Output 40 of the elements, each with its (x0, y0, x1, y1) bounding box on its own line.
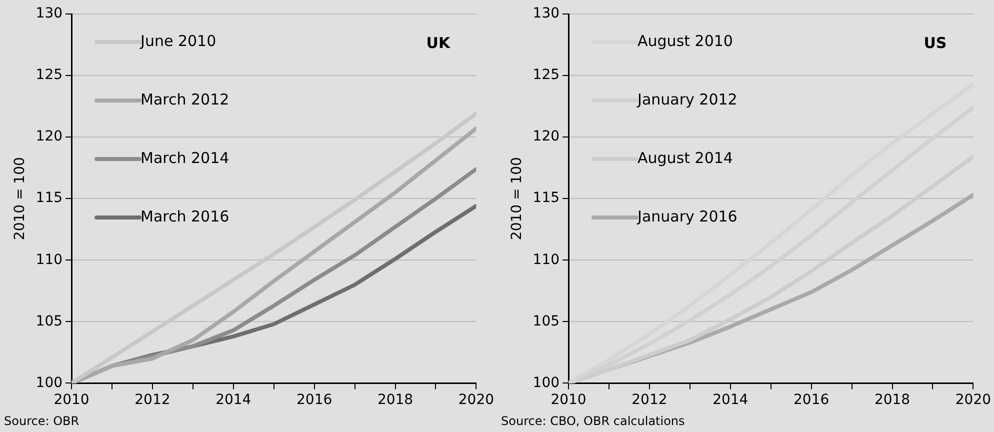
text: US (924, 34, 947, 52)
x-tick-label: 2012 (632, 392, 668, 408)
x-tick-label: 2014 (712, 392, 748, 408)
y-axis-title: 2010 = 100 (509, 157, 526, 240)
legend-label: January 2016 (636, 207, 738, 226)
y-axis-title: 2010 = 100 (12, 157, 28, 240)
y-tick-label: 100 (36, 374, 63, 391)
y-tick-label: 100 (532, 374, 560, 391)
x-tick-label: 2010 (550, 392, 586, 408)
legend-label: June 2010 (140, 32, 216, 50)
legend-label: August 2014 (638, 148, 733, 167)
y-tick-label: 105 (36, 313, 63, 330)
y-tick-label: 110 (532, 252, 560, 268)
x-tick-label: 2016 (296, 392, 332, 408)
legend-label: March 2012 (140, 90, 230, 108)
text: UK (426, 34, 452, 52)
y-tick-label: 115 (36, 190, 63, 206)
y-tick-label: 115 (532, 190, 560, 206)
legend-label: March 2014 (140, 148, 230, 167)
x-tick-label: 2012 (134, 392, 170, 408)
legend-label: August 2010 (638, 32, 733, 50)
x-tick-label: 2020 (955, 392, 992, 408)
source-note: Source: OBR (4, 414, 80, 428)
x-tick-label: 2014 (216, 392, 252, 408)
source-note: Source: CBO, OBR calculations (501, 414, 685, 428)
y-tick-label: 110 (36, 252, 63, 268)
y-tick-label: 125 (36, 67, 63, 84)
x-tick-label: 2018 (377, 392, 414, 408)
x-tick-label: 2010 (54, 392, 90, 408)
y-tick-label: 130 (532, 6, 560, 22)
x-tick-label: 2020 (458, 392, 494, 408)
y-tick-label: 125 (532, 67, 560, 84)
y-tick-label: 105 (532, 313, 560, 330)
y-tick-label: 120 (36, 128, 63, 145)
x-tick-label: 2018 (874, 392, 910, 408)
x-tick-label: 2016 (794, 392, 830, 408)
y-tick-label: 120 (532, 128, 560, 145)
legend-label: January 2012 (636, 90, 738, 108)
y-tick-label: 130 (36, 6, 63, 22)
legend-label: March 2016 (140, 207, 230, 226)
